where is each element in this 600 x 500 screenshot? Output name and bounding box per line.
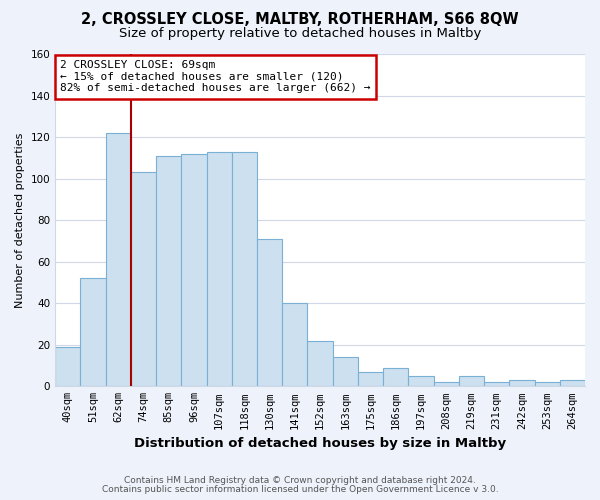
Text: 2, CROSSLEY CLOSE, MALTBY, ROTHERHAM, S66 8QW: 2, CROSSLEY CLOSE, MALTBY, ROTHERHAM, S6… xyxy=(81,12,519,28)
Bar xyxy=(434,382,459,386)
Bar xyxy=(206,152,232,386)
Bar xyxy=(181,154,206,386)
Bar xyxy=(156,156,181,386)
Bar xyxy=(131,172,156,386)
Bar xyxy=(358,372,383,386)
Bar xyxy=(509,380,535,386)
Text: Size of property relative to detached houses in Maltby: Size of property relative to detached ho… xyxy=(119,26,481,40)
Bar xyxy=(307,340,332,386)
Bar xyxy=(282,303,307,386)
Bar xyxy=(383,368,409,386)
Bar xyxy=(409,376,434,386)
Bar xyxy=(257,239,282,386)
Text: Contains HM Land Registry data © Crown copyright and database right 2024.: Contains HM Land Registry data © Crown c… xyxy=(124,476,476,485)
Bar xyxy=(80,278,106,386)
X-axis label: Distribution of detached houses by size in Maltby: Distribution of detached houses by size … xyxy=(134,437,506,450)
Y-axis label: Number of detached properties: Number of detached properties xyxy=(15,132,25,308)
Bar xyxy=(106,133,131,386)
Bar xyxy=(232,152,257,386)
Bar xyxy=(332,357,358,386)
Bar xyxy=(55,347,80,387)
Bar xyxy=(459,376,484,386)
Bar xyxy=(535,382,560,386)
Bar xyxy=(484,382,509,386)
Bar xyxy=(560,380,585,386)
Text: 2 CROSSLEY CLOSE: 69sqm
← 15% of detached houses are smaller (120)
82% of semi-d: 2 CROSSLEY CLOSE: 69sqm ← 15% of detache… xyxy=(60,60,371,94)
Text: Contains public sector information licensed under the Open Government Licence v : Contains public sector information licen… xyxy=(101,485,499,494)
